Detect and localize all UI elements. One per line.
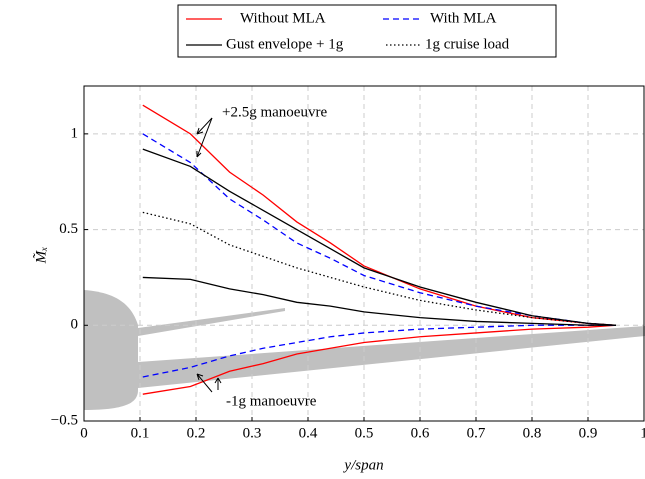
series-line bbox=[142, 148, 617, 326]
x-tick-label: 0.1 bbox=[131, 425, 150, 441]
series-line bbox=[142, 211, 617, 326]
y-axis-label: M̃ₓ bbox=[33, 247, 49, 265]
x-axis-label: y/span bbox=[342, 457, 383, 473]
ticks: 0 0.1 0.2 0.3 0.4 0.5 0.6 0.7 0.8 0.9 1−0.500.51 bbox=[51, 125, 645, 441]
legend-label: 1g cruise load bbox=[425, 36, 510, 52]
aircraft-silhouette bbox=[84, 290, 645, 410]
legend-entries: Without MLA With MLA Gust envelope + 1g 1g … bbox=[186, 10, 510, 52]
x-tick-label: 0.5 bbox=[355, 425, 374, 441]
x-tick-label: 0.4 bbox=[299, 425, 318, 441]
legend-label: Without MLA bbox=[240, 10, 326, 26]
x-tick-label: 0.3 bbox=[243, 425, 262, 441]
series-line bbox=[142, 133, 617, 326]
x-tick-label: 0.6 bbox=[411, 425, 430, 441]
annotation: +2.5g manoeuvre bbox=[222, 104, 327, 120]
y-tick-label: 0.5 bbox=[59, 221, 78, 237]
y-tick-label: 1 bbox=[71, 125, 79, 141]
lines bbox=[142, 104, 617, 395]
annotation: -1g manoeuvre bbox=[226, 393, 317, 409]
series-line bbox=[142, 276, 616, 326]
x-tick-label: 0.7 bbox=[467, 425, 486, 441]
x-tick-label: 1 bbox=[640, 425, 645, 441]
y-tick-label: 0 bbox=[71, 317, 79, 333]
series-line bbox=[142, 324, 616, 378]
legend bbox=[177, 4, 557, 58]
annotation-arrows bbox=[196, 117, 222, 393]
legend-label: Gust envelope + 1g bbox=[226, 36, 344, 52]
x-tick-label: 0.9 bbox=[579, 425, 598, 441]
series-line bbox=[142, 104, 617, 326]
x-tick-label: 0.2 bbox=[187, 425, 206, 441]
legend-label: With MLA bbox=[430, 10, 497, 26]
x-tick-label: 0.8 bbox=[523, 425, 542, 441]
x-tick-label: 0 bbox=[80, 425, 88, 441]
y-tick-label: −0.5 bbox=[51, 412, 78, 428]
series-line bbox=[142, 324, 617, 395]
